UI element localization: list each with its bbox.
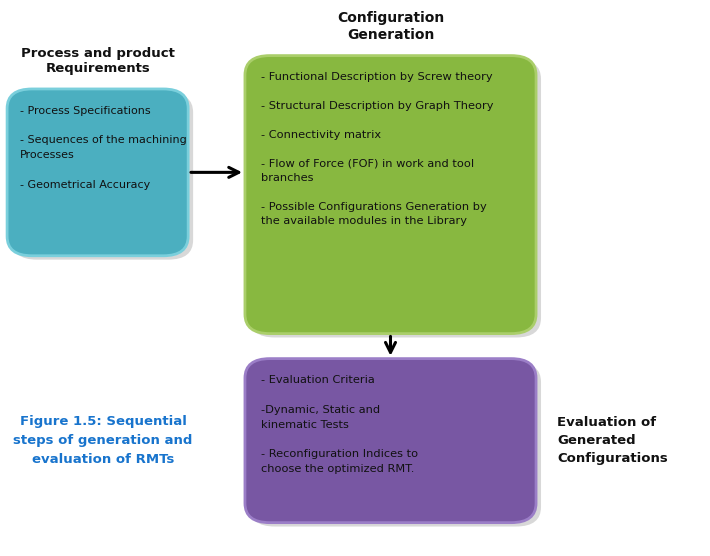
Text: - Functional Description by Screw theory

- Structural Description by Graph Theo: - Functional Description by Screw theory… [261,72,493,226]
FancyBboxPatch shape [245,56,536,334]
FancyBboxPatch shape [250,59,541,337]
FancyBboxPatch shape [12,93,193,260]
Text: - Process Specifications

- Sequences of the machining
Processes

- Geometrical : - Process Specifications - Sequences of … [20,106,187,190]
Text: Configuration
Generation: Configuration Generation [337,12,444,42]
Text: Evaluation of
Generated
Configurations: Evaluation of Generated Configurations [557,416,668,465]
FancyBboxPatch shape [250,363,541,527]
Text: Figure 1.5: Sequential
steps of generation and
evaluation of RMTs: Figure 1.5: Sequential steps of generati… [13,415,192,466]
FancyBboxPatch shape [245,359,536,523]
Text: Process and product
Requirements: Process and product Requirements [21,47,175,75]
FancyBboxPatch shape [7,89,188,256]
Text: - Evaluation Criteria

-Dynamic, Static and
kinematic Tests

- Reconfiguration I: - Evaluation Criteria -Dynamic, Static a… [261,375,417,474]
